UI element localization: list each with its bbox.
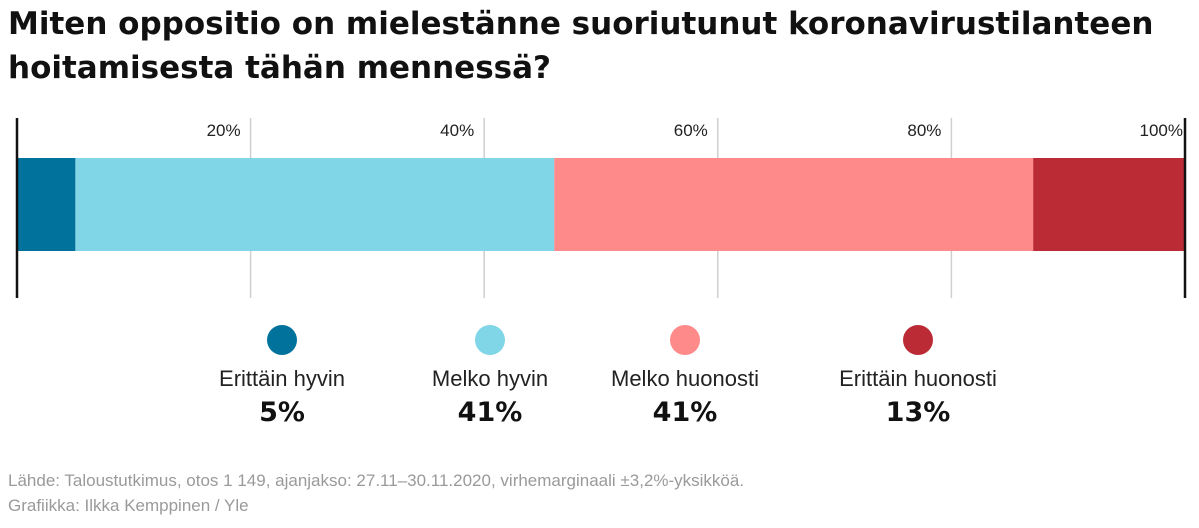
x-tick-label: 60% xyxy=(674,121,708,140)
legend-label: Melko huonosti xyxy=(611,366,759,391)
bar-segment xyxy=(554,158,1034,251)
legend-item: Melko hyvin 41% xyxy=(370,325,610,433)
legend-swatch xyxy=(475,325,505,355)
legend-item: Erittäin huonosti 13% xyxy=(798,325,1038,433)
bar-segment xyxy=(1033,158,1185,251)
legend-item: Erittäin hyvin 5% xyxy=(162,325,402,433)
x-tick-label: 80% xyxy=(907,121,941,140)
graphics-credit: Grafiikka: Ilkka Kemppinen / Yle xyxy=(8,496,249,515)
legend-item: Melko huonosti 41% xyxy=(565,325,805,433)
legend-swatch xyxy=(670,325,700,355)
bar-segment xyxy=(75,158,555,251)
legend-swatch xyxy=(267,325,297,355)
x-tick-label: 40% xyxy=(440,121,474,140)
legend-label: Erittäin hyvin xyxy=(219,366,345,391)
legend-label: Erittäin huonosti xyxy=(839,366,997,391)
legend-value: 41% xyxy=(457,397,523,428)
legend-value: 5% xyxy=(259,397,305,428)
legend-label: Melko hyvin xyxy=(431,366,549,391)
legend-value: 41% xyxy=(652,397,718,428)
bar-segment xyxy=(17,158,76,251)
source-note: Lähde: Taloustutkimus, otos 1 149, ajanj… xyxy=(8,471,745,490)
legend-value: 13% xyxy=(885,397,951,428)
chart-title: Miten oppositio on mielestänne suoriutun… xyxy=(8,6,1154,86)
chart-footer: Lähde: Taloustutkimus, otos 1 149, ajanj… xyxy=(8,468,744,518)
x-tick-label: 100% xyxy=(1140,121,1183,140)
stacked-bar-chart: 20% 40% 60% 80% 100% xyxy=(15,118,1187,298)
x-tick-label: 20% xyxy=(207,121,241,140)
chart-legend: Erittäin hyvin 5% Melko hyvin 41% Melko huon… xyxy=(0,325,1199,435)
legend-swatch xyxy=(903,325,933,355)
